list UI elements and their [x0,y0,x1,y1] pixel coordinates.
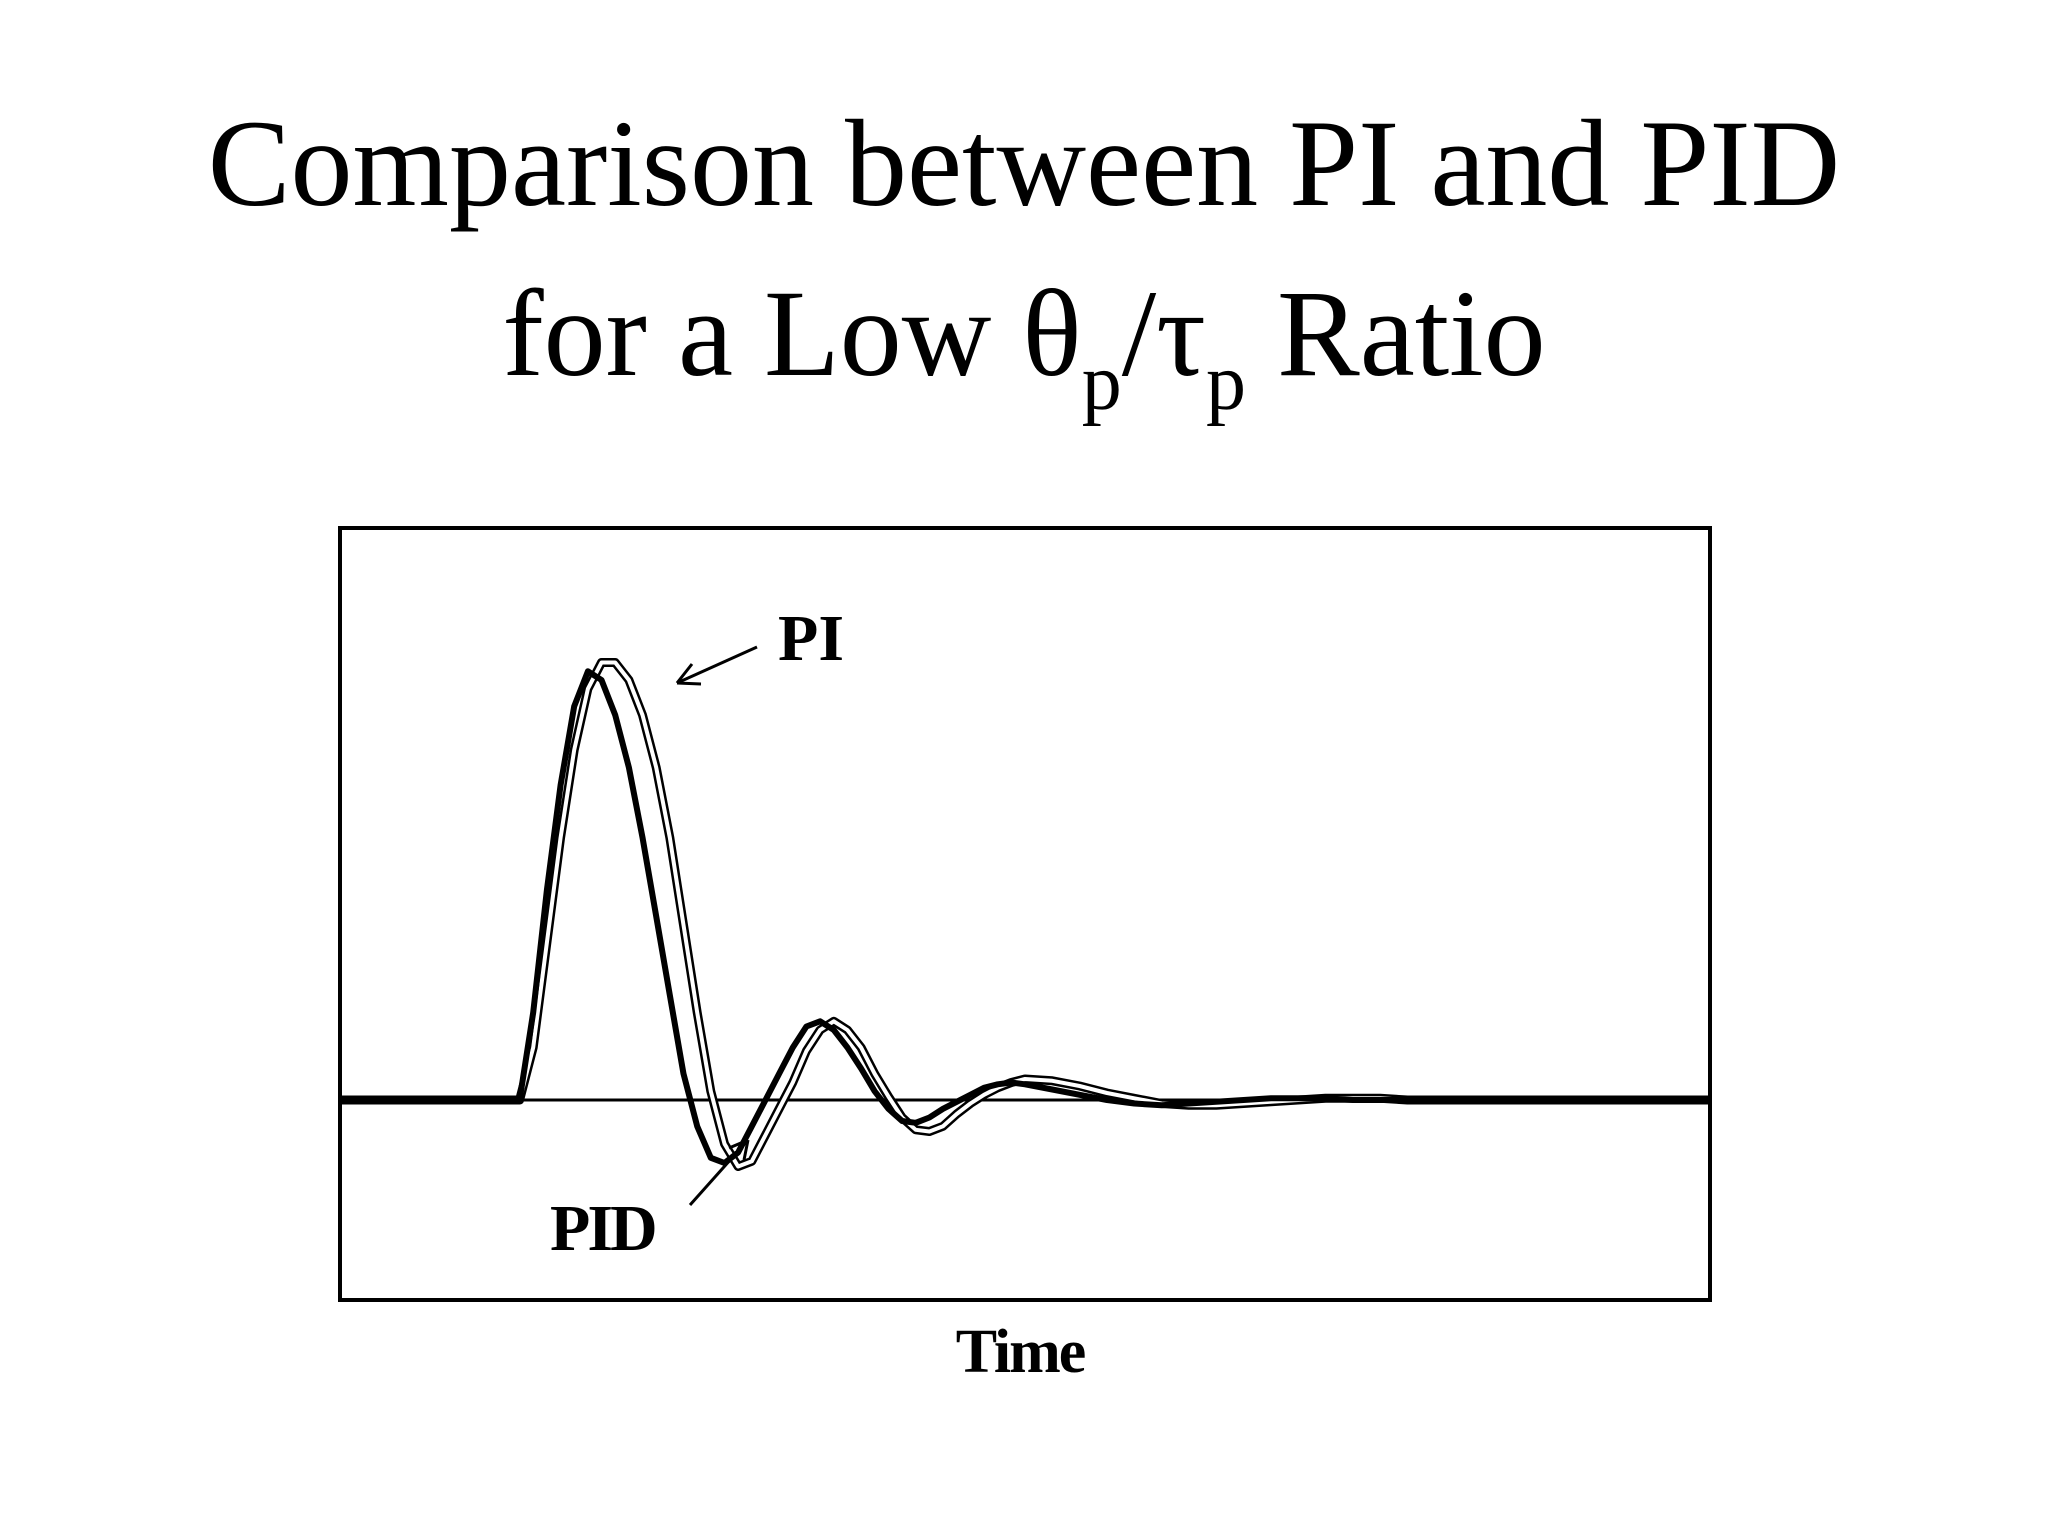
theta-subscript: p [1081,339,1122,427]
pid-arrow-head [728,1138,750,1161]
tau-subscript: p [1205,339,1246,427]
series-line-pid [342,668,1708,1166]
pi-annotation-label: PI [778,602,844,675]
slide-title-line-2: for a Low θp/τp Ratio [0,272,2048,424]
plot-frame [338,526,1712,1302]
title-prefix: for a Low [502,265,1023,402]
title-suffix: Ratio [1245,265,1546,402]
slash-symbol: / [1121,265,1157,402]
series-layer [342,658,1708,1171]
theta-symbol: θ [1022,265,1082,402]
pid-annotation-label: PID [550,1192,655,1265]
x-axis-label: Time [956,1318,1085,1386]
pi-arrow-head [675,663,702,686]
pid-arrow-line [688,1139,750,1206]
slide-title-line-1: Comparison between PI and PID [207,95,1841,232]
pi-arrow-line [676,645,758,685]
tau-symbol: τ [1156,265,1206,402]
